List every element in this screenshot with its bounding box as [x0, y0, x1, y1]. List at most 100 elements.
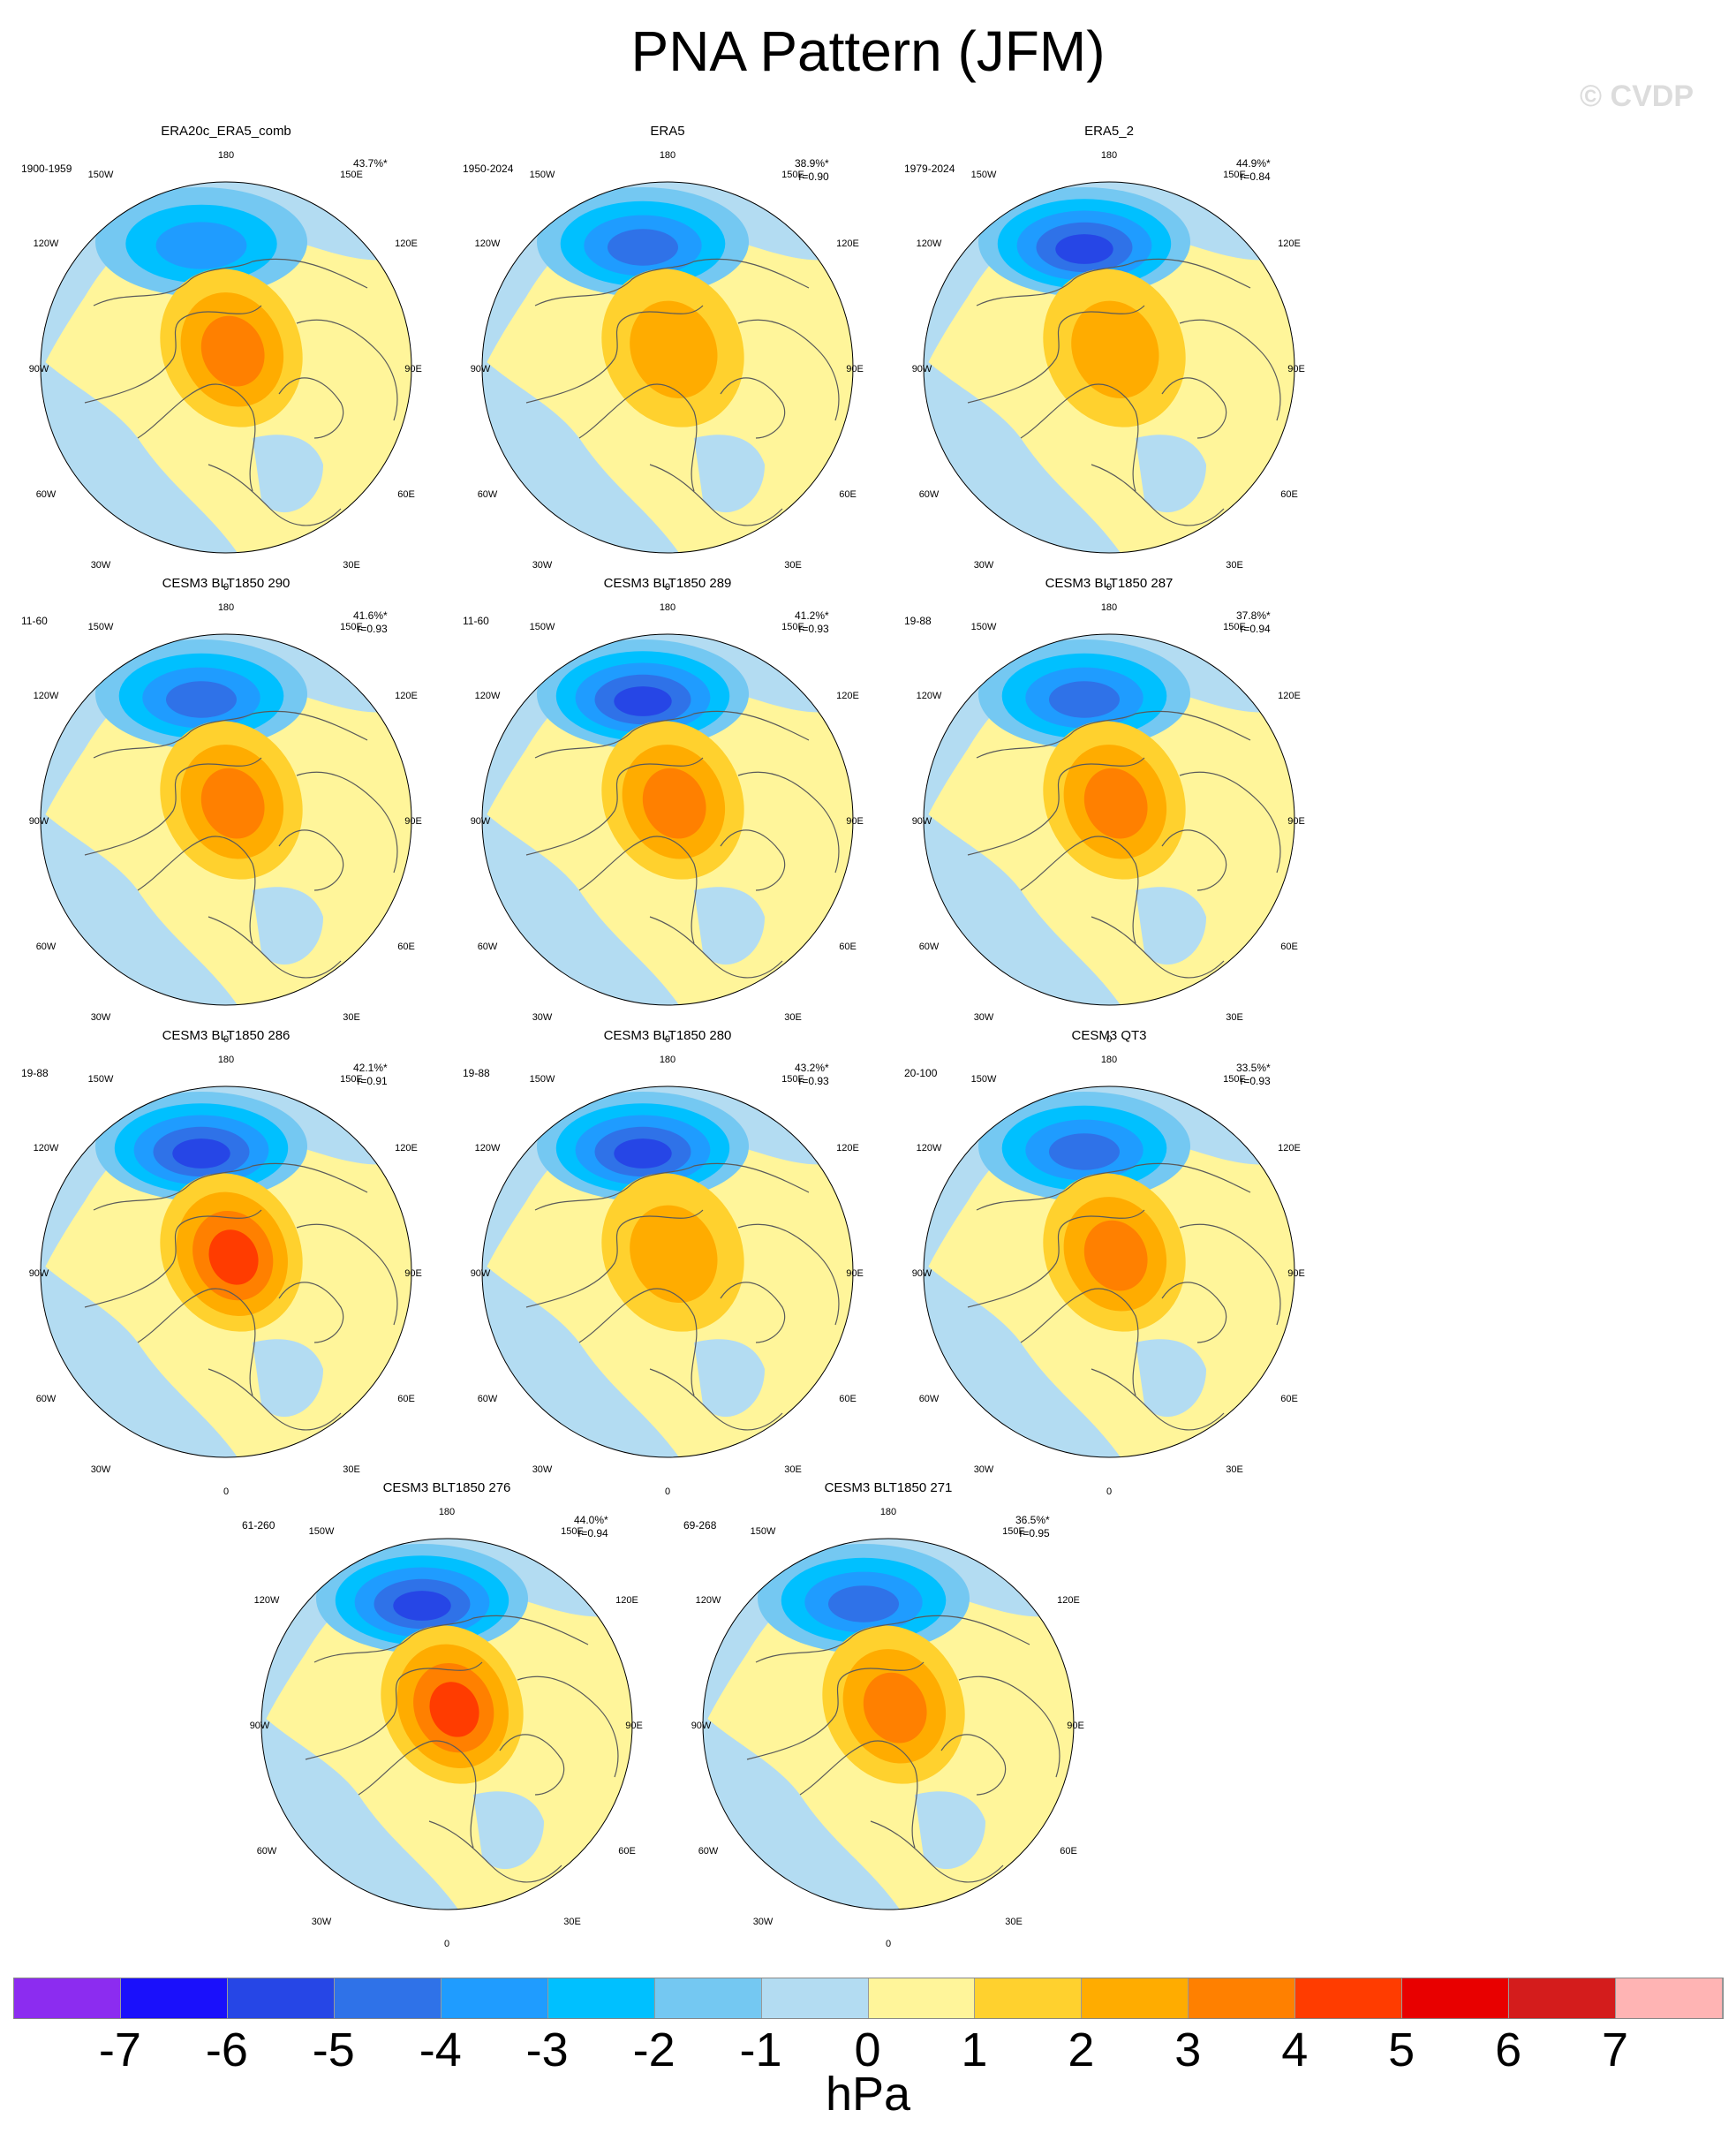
coastline: [534, 258, 810, 306]
longitude-label: 120W: [474, 238, 501, 249]
coastline: [1179, 771, 1281, 874]
longitude-label: 60E: [1280, 1394, 1298, 1404]
longitude-label: 120E: [836, 691, 859, 701]
coastline: [534, 710, 810, 759]
map-fill: [261, 1539, 632, 1910]
map-fill: [482, 634, 853, 1005]
longitude-label: 30W: [532, 560, 553, 571]
longitude-label: 0: [223, 1486, 230, 1497]
colorbar: [13, 1978, 1724, 2019]
polar-map: [923, 633, 1295, 1006]
polar-map: [923, 181, 1295, 554]
panel-r: r=0.95: [1019, 1527, 1050, 1539]
coastline: [84, 305, 262, 404]
longitude-label: 90E: [1067, 1721, 1084, 1731]
longitude-label: 180: [438, 1507, 456, 1517]
panel-title: ERA5: [650, 124, 685, 139]
panel-r: r=0.94: [1240, 623, 1271, 635]
coastline: [525, 757, 704, 856]
map-border: [260, 1538, 633, 1910]
polar-map: [923, 1085, 1295, 1458]
negative-region: [694, 1339, 765, 1418]
longitude-label: 120E: [395, 238, 418, 249]
negative-region: [1136, 1339, 1206, 1418]
panel-stats: 44.9%* r=0.84: [1236, 157, 1271, 184]
longitude-label: 30E: [563, 1917, 581, 1927]
longitude-label: 90W: [28, 364, 49, 374]
map-border: [481, 181, 854, 554]
longitude-label: 180: [217, 150, 235, 161]
coastline: [93, 1162, 368, 1211]
map-border: [702, 1538, 1075, 1910]
longitude-label: 150E: [1223, 170, 1246, 180]
longitude-label: 180: [659, 1055, 676, 1065]
longitude-label: 30E: [1226, 1464, 1243, 1475]
negative-region: [915, 1791, 985, 1870]
panel-stats: 38.9%* r=0.90: [795, 157, 829, 184]
polar-map: [702, 1538, 1075, 1910]
longitude-label: 60E: [839, 1394, 857, 1404]
longitude-label: 60W: [918, 942, 940, 952]
map-panel: CESM3 BLT1850 286 19-88 42.1%* r=0.91 180 150…: [14, 1028, 438, 1497]
panel-title: CESM3 BLT1850 290: [162, 576, 291, 591]
colorbar-tick-label: 3: [1174, 2023, 1202, 2076]
colorbar-swatch: [334, 1978, 442, 2018]
coastline: [93, 258, 368, 306]
longitude-label: 0: [664, 1486, 671, 1497]
longitude-label: 30W: [973, 1012, 994, 1023]
longitude-label: 0: [223, 1034, 230, 1045]
panel-period: 19-88: [463, 1067, 490, 1079]
coastline: [578, 1288, 698, 1396]
map-border: [481, 633, 854, 1006]
panel-pct: 36.5%*: [1015, 1514, 1050, 1526]
coastline: [1161, 1282, 1227, 1343]
panel-stats: 43.2%* r=0.93: [795, 1062, 829, 1088]
colorbar-swatch: [441, 1978, 548, 2018]
longitude-label: 90E: [404, 364, 422, 374]
longitude-label: 120E: [836, 238, 859, 249]
colorbar-tick-label: 5: [1388, 2023, 1415, 2076]
coastline: [720, 377, 786, 439]
coastline: [720, 829, 786, 891]
coastline: [534, 1162, 810, 1211]
longitude-label: 120W: [474, 691, 501, 701]
colorbar-tick-label: 1: [961, 2023, 988, 2076]
map-border: [40, 1085, 412, 1458]
longitude-label: 90W: [470, 1268, 491, 1279]
coastline: [278, 377, 344, 439]
map-fill: [482, 182, 853, 553]
polar-map: [260, 1538, 633, 1910]
longitude-label: 150E: [1223, 1074, 1246, 1085]
colorbar-tick-label: 6: [1495, 2023, 1522, 2076]
map-fill: [482, 1086, 853, 1457]
panel-stats: 43.7%*: [353, 157, 388, 170]
polar-map: [40, 181, 412, 554]
longitude-label: 60W: [35, 942, 57, 952]
panel-pct: 33.5%*: [1236, 1062, 1271, 1074]
map-fill: [924, 182, 1294, 553]
longitude-label: 90W: [911, 816, 932, 827]
polar-map: [40, 1085, 412, 1458]
longitude-label: 0: [664, 582, 671, 593]
coastline: [358, 1740, 477, 1849]
longitude-label: 60E: [397, 1394, 415, 1404]
longitude-label: 30W: [532, 1012, 553, 1023]
coastline: [208, 464, 342, 526]
colorbar-tick-label: 7: [1602, 2023, 1629, 2076]
colorbar-swatch: [14, 1978, 121, 2018]
longitude-label: 180: [659, 602, 676, 613]
panel-title: CESM3 BLT1850 289: [603, 576, 732, 591]
negative-region: [253, 1339, 323, 1418]
colorbar-swatch: [761, 1978, 869, 2018]
panel-period: 61-260: [242, 1519, 275, 1532]
map-fill: [41, 634, 411, 1005]
longitude-label: 120W: [33, 238, 59, 249]
coastline: [1091, 916, 1225, 979]
panel-title: CESM3 QT3: [1071, 1028, 1147, 1043]
longitude-label: 30E: [1005, 1917, 1023, 1927]
coastline: [313, 1615, 589, 1663]
colorbar-swatch: [1509, 1978, 1617, 2018]
longitude-label: 0: [664, 1034, 671, 1045]
coastline: [940, 1734, 1007, 1796]
colorbar-swatch: [1295, 1978, 1403, 2018]
